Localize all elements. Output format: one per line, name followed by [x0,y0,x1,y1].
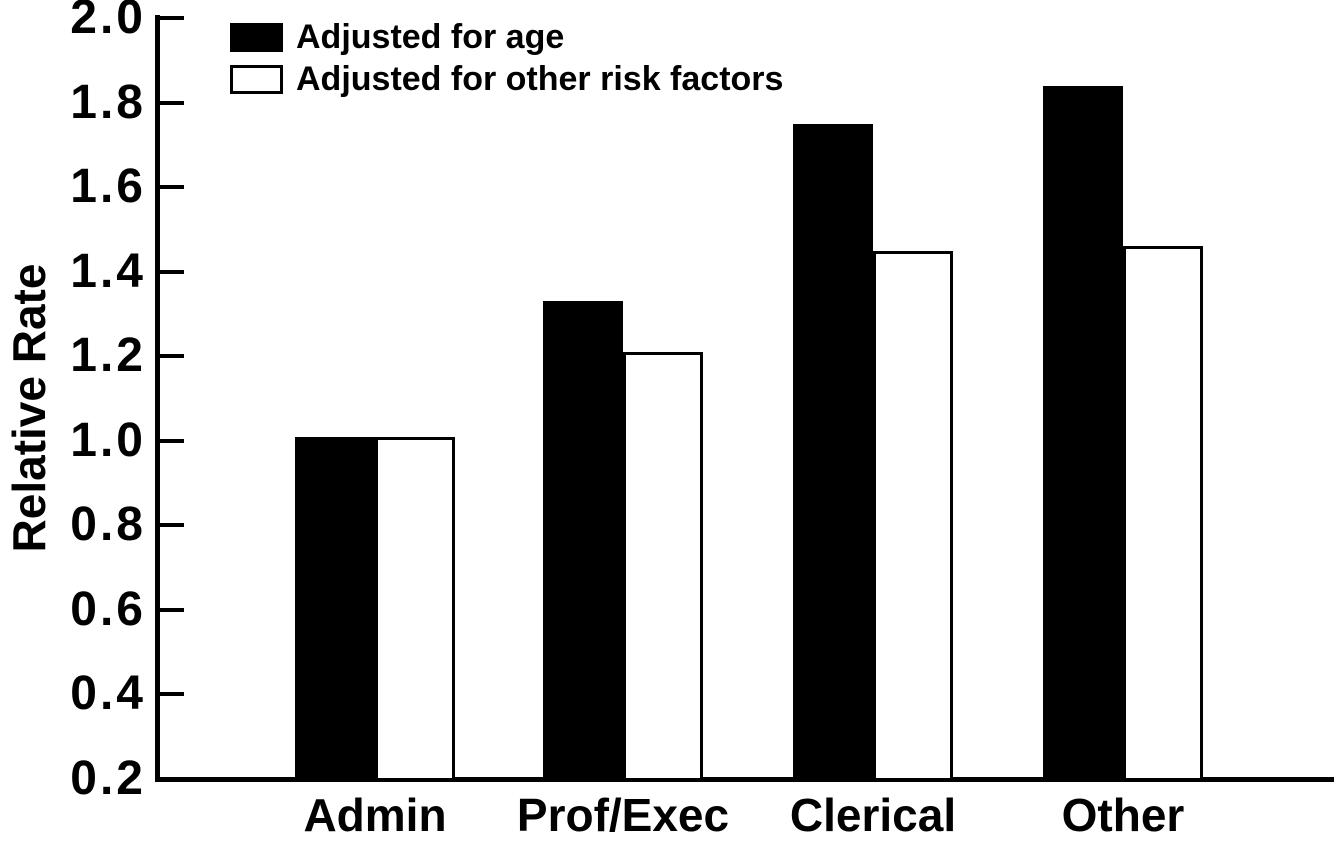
legend-swatch-filled [230,23,283,52]
y-tick-mark [160,692,184,697]
y-tick-mark [160,438,184,443]
y-tick-label: 1.4 [70,244,146,298]
y-tick-label: 0.8 [70,498,146,552]
y-tick-mark [160,523,184,528]
y-tick-label: 1.2 [70,329,146,383]
y-tick-mark [160,185,184,190]
y-tick-mark [160,354,184,359]
y-tick-label: 1.6 [70,160,146,214]
bar-adjusted-for-other-risk-factors-clerical [873,250,953,781]
y-tick-mark [160,16,184,20]
legend-label-adjusted-for-age: Adjusted for age [296,18,565,56]
y-tick-mark [160,100,184,105]
y-tick-mark [160,777,184,781]
y-tick-label: 0.6 [70,582,146,636]
legend-label-adjusted-for-other-risk-factors: Adjusted for other risk factors [296,60,784,98]
bar-adjusted-for-other-risk-factors-other [1123,246,1203,781]
y-axis-line [155,15,160,782]
y-tick-mark [160,607,184,612]
y-tick-label: 1.0 [70,413,146,467]
x-category-label-other: Other [1061,789,1185,841]
x-category-label-prof-exec: Prof/Exec [516,789,730,841]
bar-adjusted-for-other-risk-factors-admin [375,436,455,781]
bar-adjusted-for-other-risk-factors-prof-exec [623,351,703,781]
x-category-label-clerical: Clerical [789,789,957,841]
legend-swatch-open [230,65,283,94]
y-tick-label: 0.2 [70,752,146,805]
x-category-label-admin: Admin [303,789,447,841]
x-axis-line [155,777,1334,782]
y-tick-label: 1.8 [70,75,146,129]
y-tick-mark [160,269,184,274]
legend-row-adjusted-for-age: Adjusted for age [230,18,783,56]
legend: Adjusted for age Adjusted for other risk… [230,18,783,106]
y-tick-label: 2.0 [70,0,146,44]
bar-adjusted-for-age-prof-exec [543,301,623,781]
y-tick-label: 0.4 [70,667,146,721]
bar-adjusted-for-age-admin [295,436,375,781]
bar-adjusted-for-age-clerical [793,123,873,781]
bar-adjusted-for-age-other [1043,85,1123,781]
legend-row-adjusted-for-other-risk-factors: Adjusted for other risk factors [230,60,783,98]
